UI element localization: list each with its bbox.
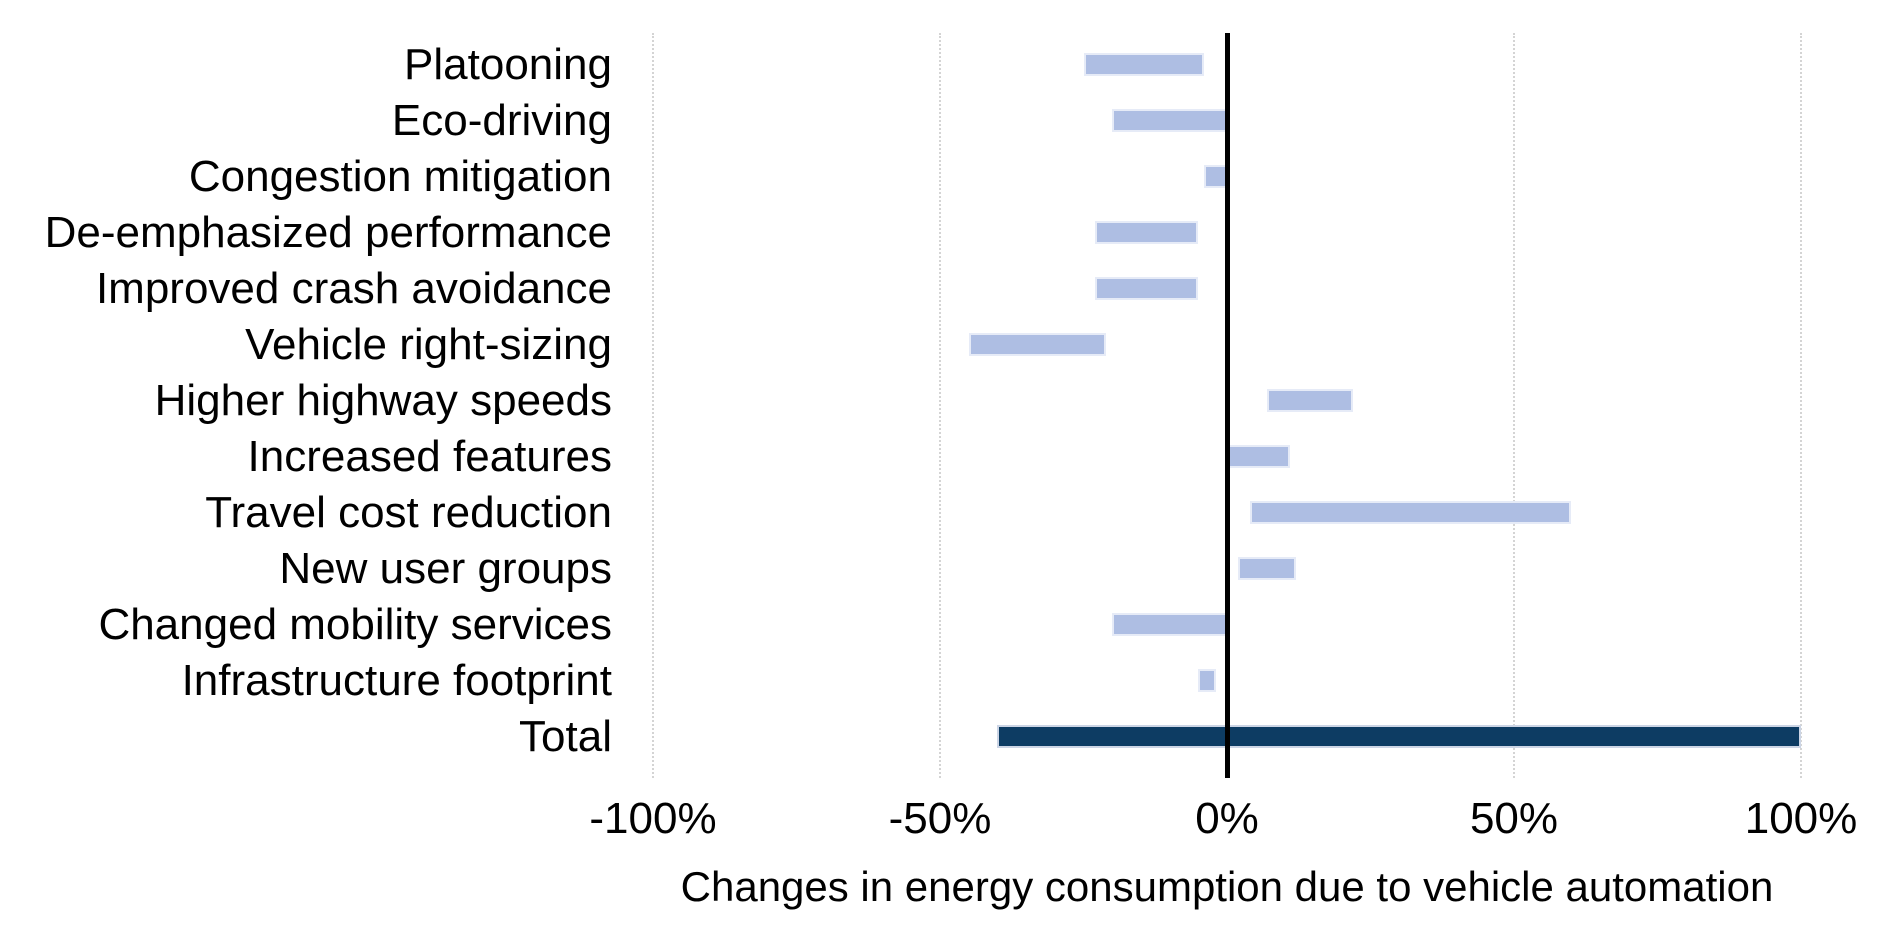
gridline-50 <box>1513 33 1515 778</box>
bar-total <box>997 725 1801 749</box>
bar-platooning <box>1083 53 1205 77</box>
bar-improved-crash-avoidance <box>1094 277 1199 301</box>
category-label-changed-mobility-services: Changed mobility services <box>98 599 612 649</box>
category-label-improved-crash-avoidance: Improved crash avoidance <box>95 263 612 313</box>
x-tick-label--100: -100% <box>589 794 717 843</box>
category-label-higher-highway-speeds: Higher highway speeds <box>154 375 612 425</box>
bar-higher-highway-speeds <box>1267 389 1354 413</box>
gridline--50 <box>939 33 941 778</box>
bar-vehicle-right-sizing <box>968 333 1107 357</box>
x-tick-label-50: 50% <box>1469 794 1559 843</box>
x-axis-title: Changes in energy consumption due to veh… <box>680 863 1774 910</box>
category-label-platooning: Platooning <box>404 39 612 89</box>
category-label-vehicle-right-sizing: Vehicle right-sizing <box>245 319 612 369</box>
gridline-100 <box>1800 33 1802 778</box>
bar-de-emphasized-performance <box>1094 221 1199 245</box>
category-label-de-emphasized-performance: De-emphasized performance <box>44 207 612 257</box>
x-tick-label--50: -50% <box>888 794 992 843</box>
bar-travel-cost-reduction <box>1249 501 1572 525</box>
bar-infrastructure-footprint <box>1198 669 1216 693</box>
category-label-new-user-groups: New user groups <box>279 543 612 593</box>
x-tick-label-100: 100% <box>1744 794 1858 843</box>
category-label-increased-features: Increased features <box>247 431 612 481</box>
category-label-congestion-mitigation: Congestion mitigation <box>188 151 612 201</box>
category-label-total: Total <box>519 711 612 761</box>
category-label-travel-cost-reduction: Travel cost reduction <box>205 487 612 537</box>
category-label-infrastructure-footprint: Infrastructure footprint <box>181 655 612 705</box>
bar-new-user-groups <box>1238 557 1296 581</box>
zero-baseline <box>1224 33 1230 778</box>
x-tick-label-0: 0% <box>1195 794 1259 843</box>
gridline--100 <box>652 33 654 778</box>
category-label-eco-driving: Eco-driving <box>391 95 612 145</box>
